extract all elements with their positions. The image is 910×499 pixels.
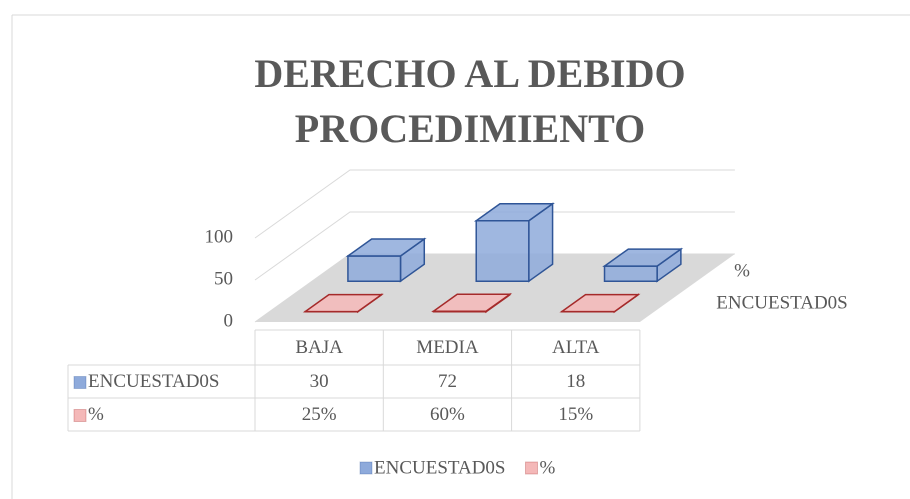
x-tick-label: ALTA xyxy=(552,337,600,358)
bar-front xyxy=(347,255,402,282)
legend-swatch xyxy=(525,461,538,475)
y-tick-label: 100 xyxy=(205,226,234,247)
bar-top xyxy=(602,248,684,267)
bar-top xyxy=(559,293,641,313)
depth-label: % xyxy=(734,260,750,281)
table-cell: 25% xyxy=(302,404,337,425)
table-series-name: ENCUESTAD0S xyxy=(88,371,220,392)
grid-line xyxy=(254,169,735,239)
bar-top xyxy=(302,293,384,313)
depth-label: ENCUESTAD0S xyxy=(716,292,848,313)
table-cell: 30 xyxy=(310,371,329,392)
bar-top xyxy=(345,238,427,257)
chart-title: DERECHO AL DEBIDO xyxy=(254,51,685,96)
table-cell: 60% xyxy=(430,404,465,425)
y-tick-label: 0 xyxy=(224,310,234,331)
grid-line xyxy=(254,211,735,281)
x-tick-label: MEDIA xyxy=(416,337,479,358)
table-cell: 72 xyxy=(438,371,457,392)
bar-front xyxy=(603,265,658,282)
legend-label: % xyxy=(540,457,556,478)
table-cell: 15% xyxy=(558,404,593,425)
legend-swatch xyxy=(73,409,87,422)
bar-front xyxy=(475,219,530,282)
table-cell: 18 xyxy=(566,371,585,392)
y-tick-label: 50 xyxy=(214,268,233,289)
legend-swatch xyxy=(73,376,87,389)
legend-swatch xyxy=(359,461,373,475)
x-tick-label: BAJA xyxy=(295,337,343,358)
chart-title: PROCEDIMIENTO xyxy=(295,106,645,151)
legend-label: ENCUESTAD0S xyxy=(374,457,506,478)
bar-top xyxy=(473,202,555,222)
bar-top xyxy=(431,293,513,313)
table-series-name: % xyxy=(88,404,104,425)
